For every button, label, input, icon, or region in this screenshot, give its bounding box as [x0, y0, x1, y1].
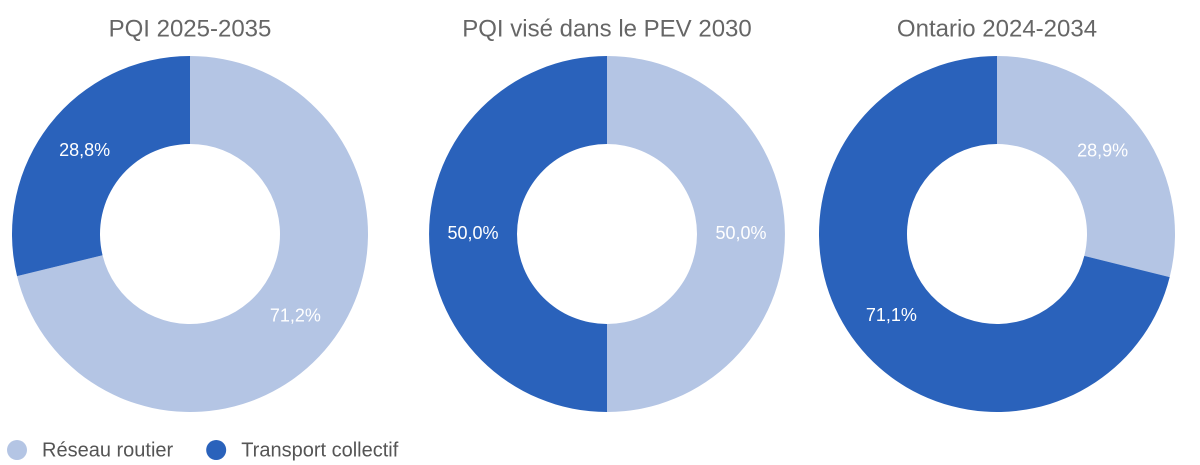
slice: [17, 56, 369, 412]
chart-title: PQI 2025-2035: [109, 15, 272, 42]
legend-marker: [206, 440, 227, 460]
chart-title: PQI visé dans le PEV 2030: [462, 15, 752, 42]
legend-label: Réseau routier: [42, 439, 174, 461]
legend-marker: [7, 440, 27, 460]
slice: [997, 56, 1175, 278]
slice: [11, 56, 190, 277]
slice: [607, 56, 785, 412]
data-label: 71,1%: [866, 305, 917, 325]
data-label: 50,0%: [447, 223, 498, 243]
data-label: 28,8%: [59, 140, 110, 160]
data-label: 71,2%: [270, 306, 321, 326]
chart-title: Ontario 2024-2034: [897, 15, 1097, 42]
legend-label: Transport collectif: [241, 439, 399, 461]
slice: [429, 56, 607, 412]
data-label: 28,9%: [1077, 140, 1128, 160]
data-label: 50,0%: [715, 223, 766, 243]
slice: [818, 56, 1170, 412]
